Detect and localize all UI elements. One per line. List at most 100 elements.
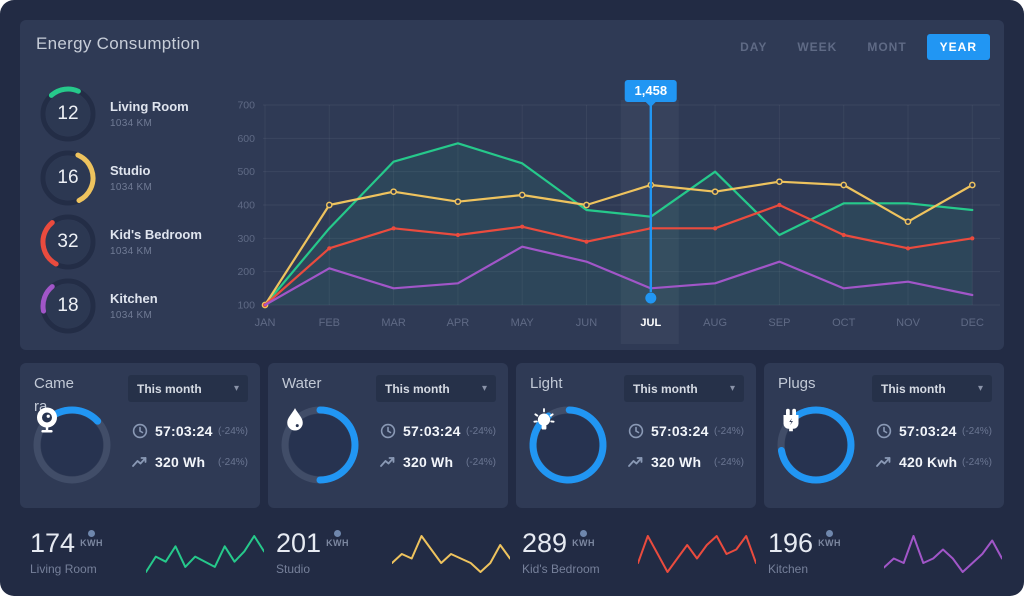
tab-day[interactable]: DAY	[740, 40, 768, 54]
kids-bedroom-total-label: Kid's Bedroom	[522, 562, 600, 576]
card-camera: Camera This month ▾	[20, 363, 260, 508]
clock-icon	[132, 423, 148, 439]
period-tabs: DAY WEEK MONT YEAR	[730, 34, 990, 60]
water-progress-ring	[280, 405, 360, 485]
living-room-kwh-value: 174	[30, 528, 76, 558]
plugs-energy-value: 420 Kwh	[899, 454, 958, 470]
month-tick-MAR[interactable]: MAR	[381, 317, 406, 329]
kids-bedroom-gauge-sub: 1034 KM	[110, 246, 153, 257]
y-tick-600: 600	[237, 133, 255, 145]
total-kitchen[interactable]: 196 KWH Kitchen	[758, 518, 1004, 588]
card-plugs: Plugs This month ▾	[764, 363, 1004, 508]
y-tick-100: 100	[237, 300, 255, 312]
light-time-row: 57:03:24 (-24%)	[628, 419, 744, 443]
tab-year[interactable]: YEAR	[926, 34, 990, 60]
kitchen-kwh-value: 196	[768, 528, 814, 558]
unit-dot	[826, 530, 834, 537]
living-room-gauge-sub: 1034 KM	[110, 118, 153, 129]
kids-bedroom-gauge-value: 32	[57, 231, 79, 252]
light-energy-row: 320 Wh (-24%)	[628, 450, 744, 474]
chart-tooltip: 1,458	[624, 80, 678, 107]
chevron-down-icon: ▾	[233, 383, 239, 394]
y-tick-400: 400	[237, 200, 255, 212]
month-tick-JUN[interactable]: JUN	[576, 317, 597, 329]
studio-sparkline	[392, 535, 510, 573]
plugs-period-dropdown[interactable]: This month ▾	[872, 375, 992, 402]
unit-dot	[88, 530, 96, 537]
line-chart-canvas: JAN FEB MAR APR MAY JUN JUL AUG SEP OCT NOV DEC 700 6…	[237, 100, 1000, 344]
tab-week[interactable]: WEEK	[797, 40, 838, 54]
unit-dot	[334, 530, 342, 537]
total-studio[interactable]: 201 KWH Studio	[266, 518, 512, 588]
gauge-kitchen[interactable]: 18 Kitchen 1034 KM	[40, 274, 202, 338]
unit-dot	[580, 530, 588, 537]
studio-total-label: Studio	[276, 562, 311, 576]
gauge-studio[interactable]: 16 Studio 1034 KM	[40, 146, 202, 210]
month-tick-MAY[interactable]: MAY	[511, 317, 535, 329]
kitchen-gauge-sub: 1034 KM	[110, 310, 153, 321]
camera-period-dropdown[interactable]: This month ▾	[128, 375, 248, 402]
gauge-kids-bedroom[interactable]: 32 Kid's Bedroom 1034 KM	[40, 210, 202, 274]
living-room-total-label: Living Room	[30, 562, 97, 576]
water-energy-delta: (-24%)	[465, 456, 496, 468]
light-period-dropdown[interactable]: This month ▾	[624, 375, 744, 402]
studio-gauge-value: 16	[57, 167, 79, 188]
series-line-3	[263, 245, 974, 307]
light-progress-arc	[529, 406, 607, 484]
water-period-value: This month	[385, 381, 450, 396]
camera-energy-row: 320 Wh (-24%)	[132, 450, 248, 474]
light-progress-ring	[528, 405, 608, 485]
light-period-value: This month	[633, 381, 698, 396]
month-tick-JUL[interactable]: JUL	[640, 317, 661, 329]
light-card-title: Light	[530, 375, 563, 392]
chevron-down-icon: ▾	[481, 383, 487, 394]
living-room-gauge-value: 12	[57, 103, 79, 124]
camera-time-delta: (-24%)	[217, 425, 248, 437]
light-energy-value: 320 Wh	[651, 454, 702, 470]
plug-icon	[776, 405, 856, 485]
month-tick-SEP[interactable]: SEP	[768, 317, 790, 329]
water-card-title: Water	[282, 375, 322, 392]
water-stats: 57:03:24 (-24%) 320 Wh (-24%)	[380, 419, 496, 481]
energy-line-chart: JAN FEB MAR APR MAY JUN JUL AUG SEP OCT NOV DEC 700 6…	[225, 80, 1000, 350]
trend-up-icon	[132, 457, 147, 467]
camera-time-row: 57:03:24 (-24%)	[132, 419, 248, 443]
total-living-room[interactable]: 174 KWH Living Room	[20, 518, 266, 588]
month-tick-OCT[interactable]: OCT	[832, 317, 856, 329]
camera-energy-delta: (-24%)	[217, 456, 248, 468]
kids-bedroom-kwh-unit: KWH	[572, 538, 596, 548]
series-line-1	[263, 180, 974, 307]
camera-stats: 57:03:24 (-24%) 320 Wh (-24%)	[132, 419, 248, 481]
card-light: Light This month ▾	[516, 363, 756, 508]
water-period-dropdown[interactable]: This month ▾	[376, 375, 496, 402]
total-kids-bedroom[interactable]: 289 KWH Kid's Bedroom	[512, 518, 758, 588]
light-energy-delta: (-24%)	[713, 456, 744, 468]
tab-month[interactable]: MONT	[867, 40, 907, 54]
month-tick-DEC[interactable]: DEC	[961, 317, 984, 329]
gauge-living-room[interactable]: 12 Living Room 1034 KM	[40, 82, 202, 146]
month-tick-JAN[interactable]: JAN	[255, 317, 276, 329]
y-tick-700: 700	[237, 100, 255, 112]
kids-bedroom-gauge-label: Kid's Bedroom	[110, 227, 202, 242]
kitchen-gauge-ring: 18	[40, 278, 96, 334]
light-bulb-icon	[528, 405, 608, 485]
kitchen-gauge-label: Kitchen	[110, 291, 158, 306]
water-drop-icon	[280, 405, 360, 485]
water-energy-row: 320 Wh (-24%)	[380, 450, 496, 474]
month-tick-FEB[interactable]: FEB	[319, 317, 340, 329]
plugs-time-delta: (-24%)	[961, 425, 992, 437]
camera-time-value: 57:03:24	[155, 423, 213, 439]
month-tick-AUG[interactable]: AUG	[703, 317, 727, 329]
kids-bedroom-sparkline	[638, 535, 756, 573]
card-water: Water This month ▾	[268, 363, 508, 508]
living-room-gauge-arc	[40, 86, 96, 142]
month-tick-NOV[interactable]: NOV	[896, 317, 921, 329]
kitchen-gauge-arc	[40, 278, 96, 334]
month-tick-APR[interactable]: APR	[447, 317, 470, 329]
energy-consumption-panel: Energy Consumption DAY WEEK MONT YEAR 12	[20, 20, 1004, 350]
plugs-time-row: 57:03:24 (-24%)	[876, 419, 992, 443]
water-time-delta: (-24%)	[465, 425, 496, 437]
living-room-gauge-label: Living Room	[110, 99, 189, 114]
kids-bedroom-kwh-value: 289	[522, 528, 568, 558]
